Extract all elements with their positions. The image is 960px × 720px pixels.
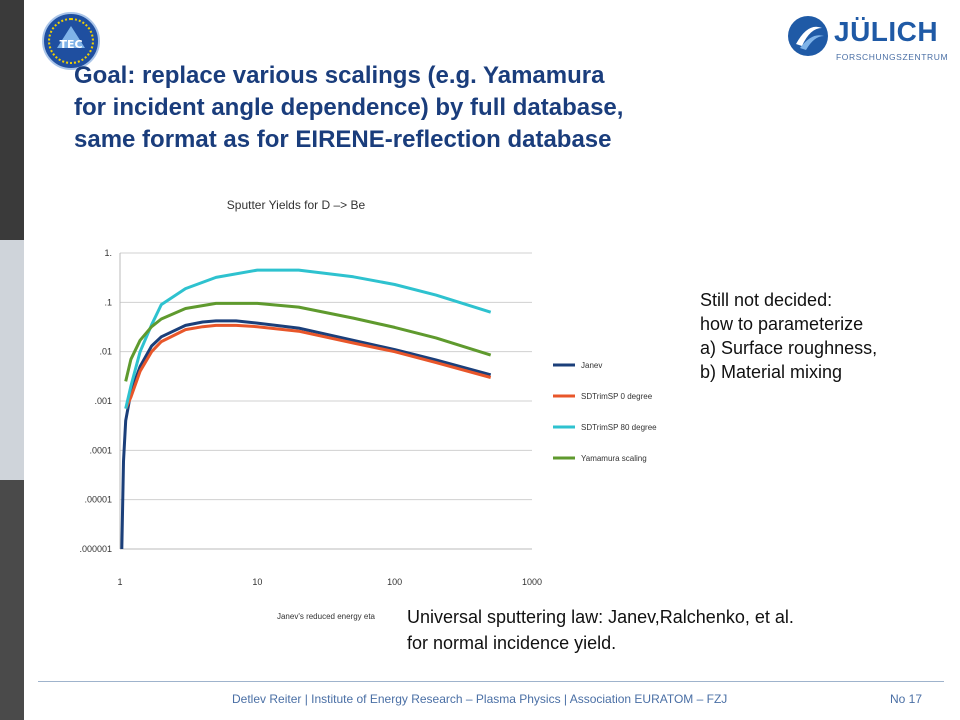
y-tick-label: .001 bbox=[94, 396, 112, 406]
side-note-line: a) Surface roughness, bbox=[700, 338, 878, 358]
juelich-mark-icon bbox=[788, 16, 828, 56]
tec-logo: TEC bbox=[42, 12, 100, 70]
legend-label: SDTrimSP 0 degree bbox=[581, 392, 653, 401]
series-line-1 bbox=[120, 319, 492, 550]
y-tick-label: .01 bbox=[99, 347, 112, 357]
y-tick-label: .0001 bbox=[89, 445, 112, 455]
footer-divider bbox=[38, 681, 944, 682]
sidebar-stripe-middle bbox=[0, 240, 24, 480]
title-line: Goal: replace various scalings (e.g. Yam… bbox=[74, 62, 605, 89]
y-tick-label: .00001 bbox=[84, 495, 112, 505]
series-line-3 bbox=[124, 268, 492, 409]
tec-logo-text: TEC bbox=[59, 37, 83, 51]
bottom-note-line: Universal sputtering law: Janev,Ralchenk… bbox=[407, 607, 794, 627]
series-line-4 bbox=[124, 301, 492, 382]
x-axis-label: Janev's reduced energy eta bbox=[277, 612, 376, 621]
legend-label: SDTrimSP 80 degree bbox=[581, 423, 657, 432]
x-tick-label: 10 bbox=[252, 577, 262, 587]
title-line: for incident angle dependence) by full d… bbox=[74, 94, 624, 121]
legend-label: Janev bbox=[581, 361, 602, 370]
side-note-line: how to parameterize bbox=[700, 314, 864, 334]
x-tick-label: 1000 bbox=[522, 577, 542, 587]
juelich-subtitle: FORSCHUNGSZENTRUM bbox=[836, 52, 949, 62]
bottom-note: Universal sputtering law: Janev,Ralchenk… bbox=[407, 604, 794, 656]
title-line: same format as for EIRENE-reflection dat… bbox=[74, 126, 612, 153]
eu-stars-ring-icon bbox=[48, 18, 94, 64]
side-note: Still not decided: how to parameterize a… bbox=[700, 288, 877, 384]
page-number: No 17 bbox=[890, 692, 923, 706]
sidebar-stripe-bottom bbox=[0, 480, 24, 720]
slide-title: Goal: replace various scalings (e.g. Yam… bbox=[74, 60, 774, 156]
side-note-line: b) Material mixing bbox=[700, 362, 843, 382]
x-tick-label: 100 bbox=[387, 577, 402, 587]
legend-label: Yamamura scaling bbox=[581, 454, 647, 463]
juelich-logo: JÜLICH FORSCHUNGSZENTRUM bbox=[786, 14, 949, 66]
y-tick-label: 1. bbox=[104, 248, 112, 258]
chart-title: Sputter Yields for D –> Be bbox=[227, 198, 366, 212]
side-note-line: Still not decided: bbox=[700, 290, 833, 310]
sidebar-stripe-top bbox=[0, 0, 24, 240]
y-tick-label: .000001 bbox=[79, 544, 112, 554]
footer-text: Detlev Reiter | Institute of Energy Rese… bbox=[232, 692, 728, 706]
series-line-2 bbox=[124, 323, 492, 410]
y-tick-label: .1 bbox=[104, 297, 112, 307]
tec-triangle-icon bbox=[57, 26, 85, 48]
bottom-note-line: for normal incidence yield. bbox=[407, 633, 617, 653]
x-tick-label: 1 bbox=[117, 577, 122, 587]
sputter-yield-chart: Sputter Yields for D –> Be 1. .1 .01 .001 .00… bbox=[79, 198, 657, 621]
juelich-name: JÜLICH bbox=[834, 16, 939, 47]
